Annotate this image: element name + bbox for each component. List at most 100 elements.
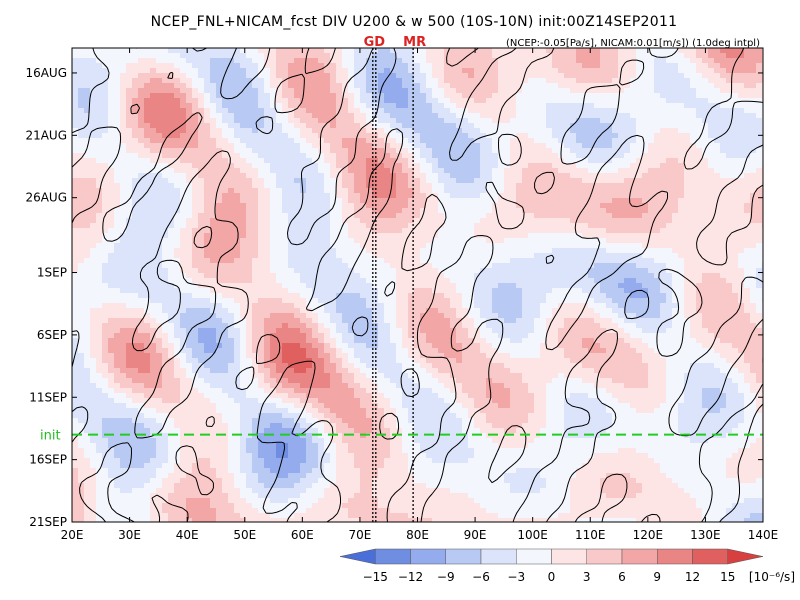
- heatmap-cell: [666, 93, 673, 99]
- heatmap-cell: [510, 128, 517, 134]
- heatmap-cell: [678, 253, 685, 259]
- heatmap-cell: [558, 158, 565, 164]
- heatmap-cell: [462, 133, 469, 139]
- heatmap-cell: [438, 213, 445, 219]
- heatmap-cell: [654, 208, 661, 214]
- heatmap-cell: [372, 208, 379, 214]
- heatmap-cell: [384, 153, 391, 159]
- heatmap-cell: [312, 208, 319, 214]
- heatmap-cell: [312, 163, 319, 169]
- heatmap-cell: [180, 103, 187, 109]
- heatmap-cell: [498, 88, 505, 94]
- heatmap-cell: [72, 223, 79, 229]
- heatmap-cell: [360, 173, 367, 179]
- heatmap-cell: [180, 203, 187, 209]
- heatmap-cell: [678, 178, 685, 184]
- heatmap-cell: [708, 83, 715, 89]
- heatmap-cell: [438, 193, 445, 199]
- heatmap-cell: [744, 88, 751, 94]
- heatmap-cell: [264, 233, 271, 239]
- heatmap-cell: [666, 78, 673, 84]
- heatmap-cell: [678, 203, 685, 209]
- heatmap-cell: [708, 108, 715, 114]
- heatmap-cell: [564, 253, 571, 259]
- heatmap-cell: [642, 243, 649, 249]
- heatmap-cell: [210, 88, 217, 94]
- heatmap-cell: [582, 188, 589, 194]
- heatmap-cell: [162, 63, 169, 69]
- heatmap-cell: [444, 228, 451, 234]
- heatmap-cell: [342, 158, 349, 164]
- heatmap-cell: [540, 123, 547, 129]
- heatmap-cell: [582, 208, 589, 214]
- heatmap-cell: [468, 113, 475, 119]
- heatmap-cell: [468, 248, 475, 254]
- heatmap-cell: [546, 188, 553, 194]
- heatmap-cell: [402, 118, 409, 124]
- heatmap-cell: [438, 153, 445, 159]
- heatmap-cell: [642, 193, 649, 199]
- heatmap-cell: [180, 248, 187, 254]
- heatmap-cell: [654, 238, 661, 244]
- heatmap-cell: [648, 78, 655, 84]
- heatmap-cell: [78, 263, 85, 269]
- heatmap-cell: [246, 73, 253, 79]
- heatmap-cell: [540, 193, 547, 199]
- heatmap-cell: [618, 103, 625, 109]
- heatmap-cell: [450, 93, 457, 99]
- heatmap-cell: [624, 168, 631, 174]
- heatmap-cell: [150, 113, 157, 119]
- heatmap-cell: [270, 148, 277, 154]
- heatmap-cell: [504, 238, 511, 244]
- heatmap-cell: [186, 53, 193, 59]
- heatmap-cell: [198, 193, 205, 199]
- heatmap-cell: [306, 128, 313, 134]
- heatmap-cell: [510, 83, 517, 89]
- heatmap-cell: [348, 248, 355, 254]
- heatmap-cell: [300, 243, 307, 249]
- heatmap-cell: [600, 148, 607, 154]
- heatmap-cell: [222, 83, 229, 89]
- heatmap-cell: [462, 178, 469, 184]
- heatmap-cell: [324, 133, 331, 139]
- heatmap-cell: [216, 118, 223, 124]
- heatmap-cell: [288, 228, 295, 234]
- heatmap-cell: [660, 203, 667, 209]
- heatmap-cell: [234, 128, 241, 134]
- heatmap-cell: [246, 143, 253, 149]
- heatmap-cell: [618, 213, 625, 219]
- heatmap-cell: [408, 73, 415, 79]
- heatmap-cell: [552, 173, 559, 179]
- heatmap-cell: [738, 53, 745, 59]
- heatmap-cell: [678, 188, 685, 194]
- heatmap-cell: [294, 78, 301, 84]
- heatmap-cell: [426, 203, 433, 209]
- heatmap-cell: [342, 98, 349, 104]
- heatmap-cell: [408, 83, 415, 89]
- heatmap-cell: [738, 63, 745, 69]
- heatmap-cell: [462, 223, 469, 229]
- heatmap-cell: [510, 98, 517, 104]
- heatmap-cell: [432, 228, 439, 234]
- heatmap-cell: [630, 48, 637, 54]
- heatmap-cell: [72, 128, 79, 134]
- heatmap-cell: [570, 138, 577, 144]
- heatmap-cell: [534, 203, 541, 209]
- heatmap-cell: [498, 163, 505, 169]
- heatmap-cell: [636, 158, 643, 164]
- heatmap-cell: [618, 63, 625, 69]
- heatmap-cell: [714, 68, 721, 74]
- heatmap-cell: [642, 248, 649, 254]
- heatmap-cell: [708, 128, 715, 134]
- heatmap-cell: [678, 63, 685, 69]
- heatmap-cell: [204, 258, 211, 264]
- heatmap-cell: [240, 63, 247, 69]
- heatmap-cell: [636, 238, 643, 244]
- heatmap-cell: [234, 158, 241, 164]
- heatmap-cell: [402, 53, 409, 59]
- heatmap-cell: [636, 188, 643, 194]
- heatmap-cell: [720, 88, 727, 94]
- heatmap-cell: [690, 138, 697, 144]
- heatmap-cell: [474, 108, 481, 114]
- heatmap-cell: [570, 143, 577, 149]
